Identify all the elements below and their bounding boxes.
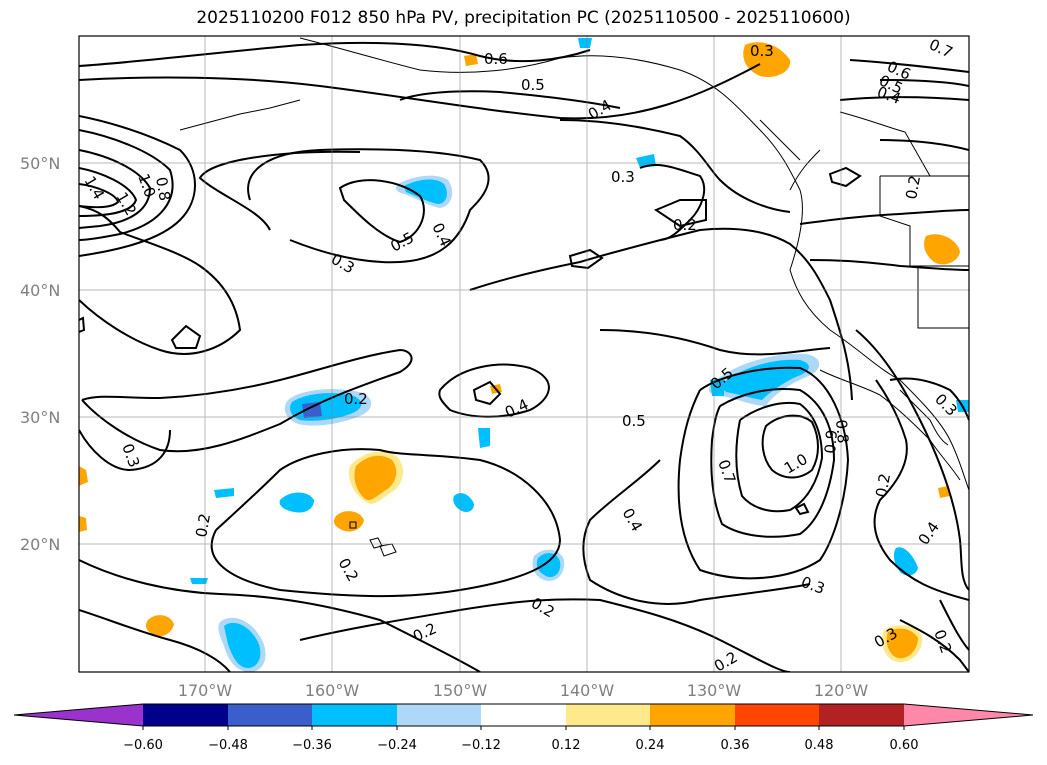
colorbar-segment [735, 704, 819, 726]
plot-area [79, 36, 969, 672]
contour-label: 0.3 [611, 168, 635, 186]
lat-label-30n: 30°N [20, 408, 60, 427]
contour-label: 0.2 [344, 390, 368, 408]
colorbar-segment [143, 704, 228, 726]
pv-contours [79, 41, 969, 672]
precip-negative-patch [302, 402, 322, 418]
lon-label-160w: 160°W [305, 681, 360, 700]
colorbar-tick-label: 0.36 [721, 738, 750, 753]
graticule [79, 36, 969, 672]
colorbar-tick-label: 0.60 [890, 738, 919, 753]
contour-label: 0.8 [152, 176, 174, 203]
contour-label: 0.2 [673, 216, 697, 234]
precip-positive-patch [938, 486, 950, 498]
precip-positive-patch [145, 615, 174, 637]
lon-label-130w: 130°W [687, 681, 742, 700]
colorbar-segment [228, 704, 312, 726]
lat-label-50n: 50°N [20, 154, 60, 173]
contour-label: 0.6 [484, 50, 508, 68]
precip-positive-patch [886, 628, 918, 659]
precip-positive-patch [743, 42, 791, 78]
precip-negative-patch [478, 428, 490, 448]
colorbar-segment [397, 704, 481, 726]
precip-negative-patch [214, 488, 234, 498]
colorbar-segment [566, 704, 650, 726]
precip-positive-patch [464, 54, 478, 66]
contour-label: 0.5 [622, 412, 646, 430]
precip-negative-patch [404, 179, 447, 204]
colorbar-extend-low [14, 704, 143, 726]
precip-negative-patch [453, 493, 474, 512]
lon-label-140w: 140°W [560, 681, 615, 700]
latitude-labels: 50°N 40°N 30°N 20°N [20, 154, 60, 554]
colorbar: −0.60 −0.48 −0.36 −0.24 −0.12 0.12 0.24 … [13, 703, 1034, 753]
lon-label-120w: 120°W [814, 681, 869, 700]
colorbar-tick-label: −0.48 [208, 738, 248, 753]
colorbar-tick-label: −0.36 [292, 738, 332, 753]
colorbar-tick-label: 0.48 [805, 738, 834, 753]
colorbar-segment [650, 704, 735, 726]
map-title: 2025110200 F012 850 hPa PV, precipitatio… [196, 8, 851, 28]
precip-negative-patch [720, 359, 809, 400]
contour-label: 0.8 [832, 419, 852, 444]
colorbar-tick-label: −0.12 [461, 738, 501, 753]
colorbar-segment [819, 704, 904, 726]
colorbar-extend-high [904, 704, 1033, 726]
map-frame [78, 35, 970, 673]
colorbar-segment [481, 704, 566, 726]
lat-label-20n: 20°N [20, 535, 60, 554]
contour-label: 0.2 [192, 512, 214, 539]
precip-shading [79, 38, 969, 672]
lon-label-170w: 170°W [178, 681, 233, 700]
precip-negative-patch [190, 578, 208, 584]
colorbar-tick-label: 0.24 [636, 738, 665, 753]
colorbar-tick-label: −0.24 [377, 738, 417, 753]
contour-label: 0.3 [750, 42, 774, 60]
contour-label: 0.5 [521, 76, 545, 94]
contour-label: 0.9 [821, 429, 841, 454]
colorbar-segment [312, 704, 397, 726]
precip-positive-patch [354, 455, 397, 501]
precip-negative-patch [279, 492, 314, 513]
precip-negative-patch [578, 38, 592, 48]
lat-label-40n: 40°N [20, 281, 60, 300]
precip-positive-patch [924, 234, 960, 265]
contour-label: 0.2 [872, 472, 894, 499]
colorbar-tick-label: 0.12 [552, 738, 581, 753]
lon-label-150w: 150°W [433, 681, 488, 700]
longitude-labels: 170°W 160°W 150°W 140°W 130°W 120°W [178, 681, 869, 700]
precip-positive-patch [79, 516, 87, 532]
precip-negative-patch [536, 553, 561, 578]
colorbar-tick-label: −0.60 [123, 738, 163, 753]
precip-negative-patch [224, 622, 261, 668]
precip-positive-patch [79, 466, 88, 486]
contour-label: 0.2 [902, 174, 924, 201]
